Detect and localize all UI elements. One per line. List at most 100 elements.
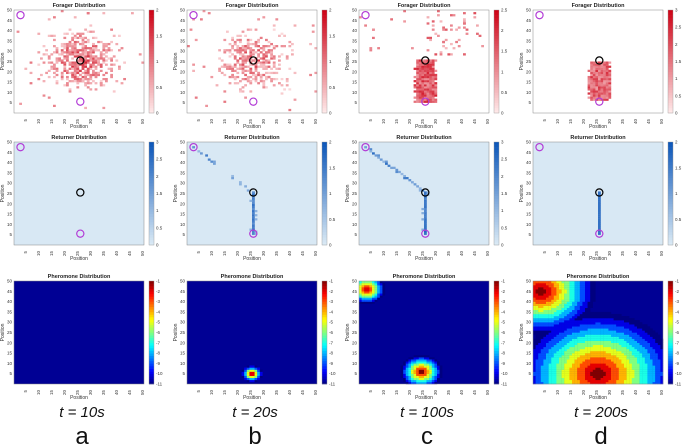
heat-cell xyxy=(642,330,645,333)
colorbar-step xyxy=(494,345,499,349)
heat-cell xyxy=(102,12,106,15)
colorbar-step xyxy=(494,53,499,57)
heat-cell xyxy=(434,379,438,383)
heat-cell xyxy=(598,340,601,343)
colorbar-step xyxy=(494,82,499,85)
x-axis-label: Position xyxy=(70,395,88,401)
heat-cell xyxy=(92,71,95,75)
heat-cell xyxy=(66,45,69,48)
colorbar-step xyxy=(322,170,327,174)
colorbar-step xyxy=(494,147,499,151)
heat-cell xyxy=(564,330,567,333)
heat-cell xyxy=(60,61,64,64)
heat-cell xyxy=(231,45,234,48)
heat-cell xyxy=(259,63,263,66)
heat-cell xyxy=(543,348,547,352)
heat-cell xyxy=(66,49,69,52)
heat-cell xyxy=(418,100,422,103)
heat-cell xyxy=(533,301,536,304)
heat-cell xyxy=(592,291,596,294)
heat-cell xyxy=(585,377,588,381)
heat-cell xyxy=(382,293,386,296)
colorbar-step xyxy=(668,322,673,326)
heat-cell xyxy=(546,313,549,317)
heat-cell xyxy=(569,309,573,313)
heat-cell xyxy=(660,373,664,376)
heat-cell xyxy=(579,307,583,311)
heat-cell xyxy=(548,381,552,385)
heat-cell xyxy=(416,100,419,103)
heat-cell xyxy=(403,377,406,381)
heat-cell xyxy=(379,289,383,292)
heat-cell xyxy=(246,69,250,72)
heat-cell xyxy=(629,342,632,346)
x-tick-label: 20 xyxy=(407,119,412,125)
heat-cell xyxy=(572,377,575,381)
heat-cell xyxy=(84,47,87,50)
heat-cell xyxy=(426,65,430,68)
heat-cell xyxy=(605,311,609,315)
heat-cell xyxy=(569,381,573,385)
marker-circle-0 xyxy=(16,10,25,20)
heat-cell xyxy=(267,51,271,54)
heat-cell xyxy=(572,293,575,296)
heat-cell xyxy=(551,332,554,335)
heat-cell xyxy=(244,59,247,62)
heat-cell xyxy=(556,365,560,368)
heat-cell xyxy=(592,381,596,385)
heat-cell xyxy=(657,353,661,356)
heat-cell xyxy=(600,330,604,333)
heat-cell xyxy=(590,377,593,381)
heat-cell xyxy=(577,328,580,331)
heat-cell xyxy=(540,379,544,383)
heat-cell xyxy=(605,322,609,325)
x-tick-label: 5 xyxy=(196,119,201,122)
heat-cell xyxy=(548,336,552,339)
heat-cell xyxy=(81,51,85,54)
colorbar-tick-label: -11 xyxy=(156,382,163,387)
heat-cell xyxy=(249,71,253,75)
heat-cell xyxy=(540,332,544,335)
heat-cell xyxy=(603,328,606,331)
colorbar-step xyxy=(668,15,673,19)
colorbar-step xyxy=(322,46,327,49)
heat-cell xyxy=(556,309,560,313)
heat-cell xyxy=(252,222,255,225)
heat-cell xyxy=(418,377,422,381)
colorbar-step xyxy=(322,105,327,109)
x-tick-label: 10 xyxy=(555,390,560,396)
x-tick-label: 20 xyxy=(581,119,586,125)
heat-cell xyxy=(540,322,544,325)
y-tick-label: 50 xyxy=(180,279,186,284)
heat-cell xyxy=(252,71,255,75)
heat-cell xyxy=(592,322,596,325)
colorbar-step xyxy=(494,193,499,197)
y-tick-label: 40 xyxy=(180,28,186,33)
colorbar-step xyxy=(494,79,499,83)
colorbar-tick-label: -2 xyxy=(156,289,160,294)
heat-cell xyxy=(587,363,591,366)
heat-cell xyxy=(424,230,427,233)
colorbar-tick-label: -1 xyxy=(156,279,160,284)
colorbar-step xyxy=(149,363,154,367)
heat-cell xyxy=(637,353,640,356)
heat-cell xyxy=(403,379,406,383)
heat-cell xyxy=(572,348,575,352)
heat-cell xyxy=(598,199,601,202)
heat-cell xyxy=(647,355,651,358)
heat-cell xyxy=(577,379,580,383)
colorbar: 00.511.522.53 xyxy=(493,140,508,248)
colorbar-tick-label: 2 xyxy=(329,140,332,145)
heat-cell xyxy=(233,69,237,72)
heat-cell xyxy=(631,371,635,374)
y-tick-label: 20 xyxy=(352,340,358,345)
colorbar-step xyxy=(149,234,154,238)
heat-cell xyxy=(618,340,622,343)
colorbar-step xyxy=(668,167,673,171)
heat-cell xyxy=(574,291,578,294)
heat-cell xyxy=(239,47,242,50)
heatmap-cells xyxy=(241,365,263,383)
heat-cell xyxy=(600,75,604,79)
heat-cell xyxy=(42,94,46,97)
heat-cell xyxy=(426,36,430,40)
